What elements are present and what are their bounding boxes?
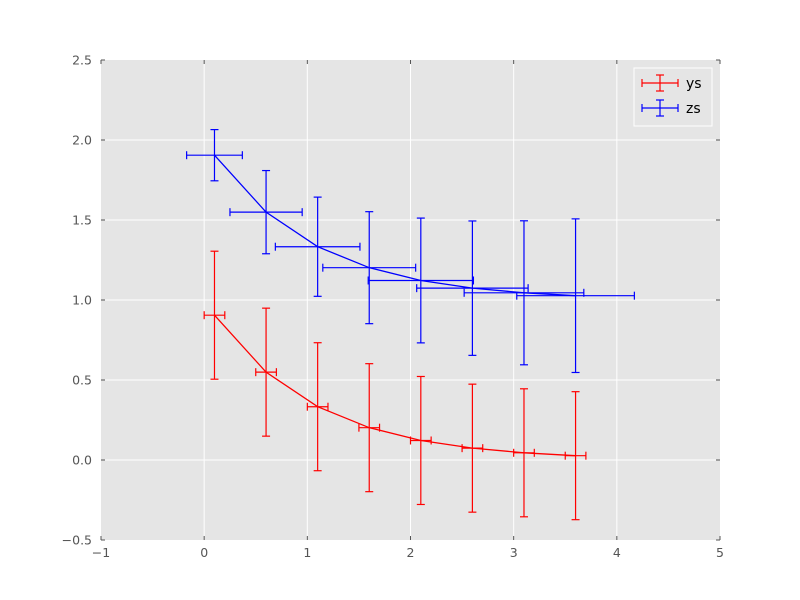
error-bar — [186, 129, 243, 182]
error-bar — [409, 375, 432, 506]
error-bar — [416, 220, 529, 356]
error-bar — [255, 307, 277, 437]
y-tick-label: 1.5 — [72, 213, 92, 228]
legend-entry-zs: zs — [641, 99, 701, 117]
x-tick-label: −1 — [92, 545, 110, 560]
x-tick-label: 3 — [510, 545, 518, 560]
error-bar — [203, 250, 226, 380]
x-tick-label: 0 — [200, 545, 208, 560]
error-bar — [564, 391, 587, 521]
ticks: −1 0 1 2 3 4 5 −0.5 0.0 0.5 1.0 1.5 2.0 2.5 — [62, 53, 724, 561]
y-tick-label: 0.5 — [72, 373, 92, 388]
grid-lines — [101, 60, 720, 540]
x-tick-label: 2 — [407, 545, 415, 560]
y-tick-label: 0.0 — [72, 453, 92, 468]
x-tick-label: 4 — [613, 545, 621, 560]
legend-label: ys — [686, 76, 702, 92]
legend-entry-ys: ys — [641, 74, 702, 92]
error-bar — [322, 211, 417, 325]
error-bar — [367, 217, 475, 344]
legend-box — [633, 67, 713, 127]
legend: ys zs — [633, 67, 713, 127]
y-tick-label: 2.5 — [72, 53, 92, 68]
series-line — [214, 314, 576, 457]
error-bar — [229, 169, 303, 255]
x-tick-label: 5 — [716, 545, 724, 560]
y-tick-label: 2.0 — [72, 133, 92, 148]
error-bar — [358, 363, 381, 493]
series-layer — [186, 129, 635, 521]
error-bar — [463, 220, 585, 366]
y-tick-label: −0.5 — [62, 533, 92, 548]
error-bar — [516, 218, 635, 374]
series-ys — [203, 250, 587, 521]
error-bar — [306, 342, 329, 472]
error-bar — [513, 388, 535, 518]
y-tick-label: 1.0 — [72, 293, 92, 308]
error-bar — [461, 383, 484, 513]
x-tick-label: 1 — [303, 545, 311, 560]
series-line — [214, 154, 576, 297]
legend-label: zs — [686, 101, 701, 117]
series-zs — [186, 129, 635, 374]
error-bar — [274, 196, 361, 297]
